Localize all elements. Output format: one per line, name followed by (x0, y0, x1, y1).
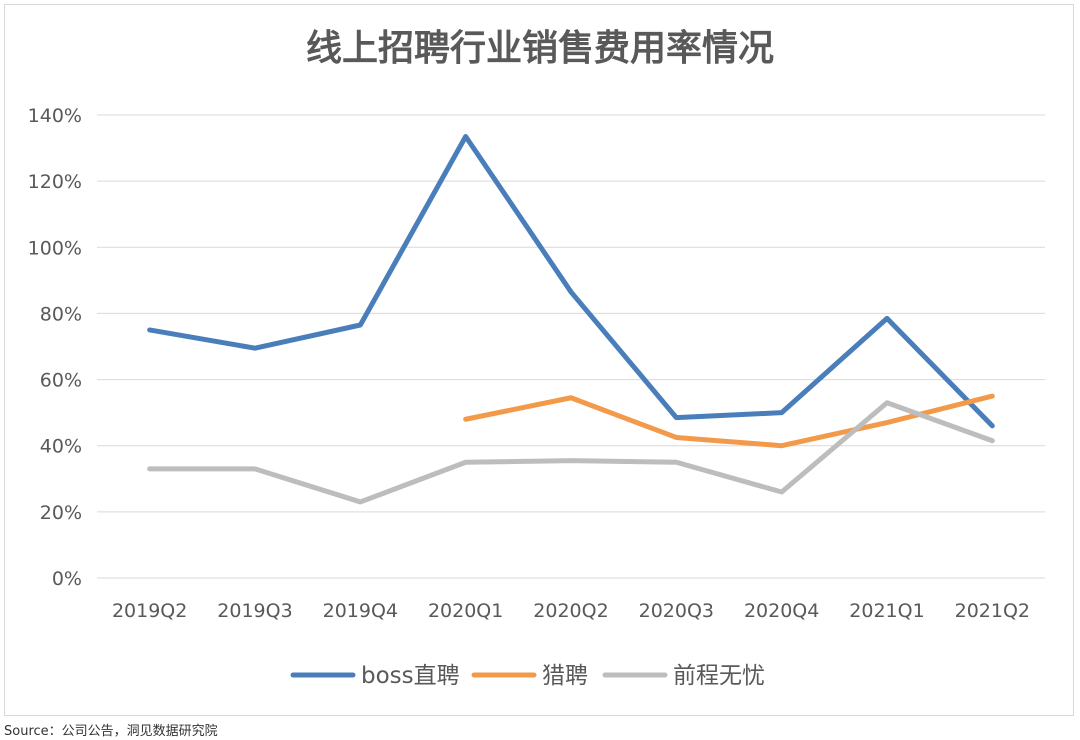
x-tick-label: 2020Q2 (533, 600, 608, 622)
legend-label-0: boss直聘 (361, 663, 460, 689)
y-tick-label: 120% (28, 171, 82, 193)
y-tick-label: 40% (40, 436, 82, 458)
y-tick-label: 100% (28, 237, 82, 259)
legend-label-1: 猎聘 (542, 663, 588, 689)
x-tick-label: 2020Q3 (639, 600, 714, 622)
x-tick-label: 2020Q4 (744, 600, 819, 622)
series-line-2 (147, 400, 995, 505)
x-tick-label: 2019Q3 (217, 600, 292, 622)
x-tick-label: 2021Q2 (955, 600, 1030, 622)
chart-frame (4, 4, 1074, 716)
y-tick-label: 140% (28, 105, 82, 127)
x-tick-label: 2019Q4 (323, 600, 398, 622)
y-tick-label: 60% (40, 370, 82, 392)
x-tick-label: 2021Q1 (849, 600, 924, 622)
legend-label-2: 前程无忧 (673, 663, 765, 689)
series-line-0 (147, 133, 995, 429)
y-tick-label: 80% (40, 303, 82, 325)
y-tick-label: 20% (40, 502, 82, 524)
y-tick-label: 0% (52, 568, 82, 590)
source-note: Source：公司公告，洞见数据研究院 (4, 724, 218, 739)
chart-title: 线上招聘行业销售费用率情况 (306, 28, 774, 69)
series-line-1 (463, 393, 995, 449)
x-tick-label: 2019Q2 (112, 600, 187, 622)
x-tick-label: 2020Q1 (428, 600, 503, 622)
